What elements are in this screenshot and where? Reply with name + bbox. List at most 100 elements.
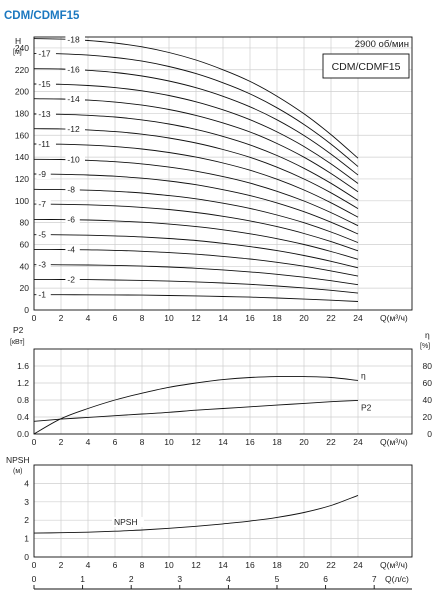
y-tick-label: 4 (24, 478, 29, 488)
stage-label: -10 (67, 155, 80, 165)
head-curve-stage-18 (33, 38, 359, 159)
head-curve-stage-10 (33, 158, 359, 227)
y-axis-unit: (м) (13, 468, 22, 475)
y-tick-label: 0.0 (17, 429, 29, 439)
x2-tick-label: 0 (32, 574, 37, 584)
stage-label-bg (65, 214, 80, 225)
y-tick-label: 2 (24, 515, 29, 525)
y-tick-label: 3 (24, 497, 29, 507)
series-label: NPSH (114, 517, 138, 527)
y-tick-label: 200 (15, 87, 29, 97)
x2-axis-unit: Q(л/с) (385, 574, 409, 584)
x2-tick-label: 4 (226, 574, 231, 584)
x-tick-label: 8 (140, 560, 145, 570)
x-tick-label: 0 (32, 313, 37, 323)
y-tick-label: 0.4 (17, 412, 29, 422)
x-tick-label: 12 (191, 437, 201, 447)
npsh-label-bg (112, 516, 144, 527)
stage-label: -9 (38, 169, 46, 179)
stage-label: -13 (38, 109, 51, 119)
x2-tick-label: 7 (372, 574, 377, 584)
x-tick-label: 16 (245, 313, 255, 323)
stage-label-bg (36, 78, 56, 89)
y-tick-label: 1.6 (17, 361, 29, 371)
head-curve-stage-8 (33, 188, 359, 243)
y-tick-label: 1 (24, 534, 29, 544)
x-tick-label: 2 (59, 437, 64, 447)
x-tick-label: 8 (140, 437, 145, 447)
x-tick-label: 24 (353, 560, 363, 570)
curves (33, 38, 359, 534)
y2-tick-label: 40 (423, 395, 433, 405)
x-tick-label: 18 (272, 313, 282, 323)
y-tick-label: 0.8 (17, 395, 29, 405)
head-curve-stage-3 (33, 264, 359, 286)
x-tick-label: 24 (353, 313, 363, 323)
x-tick-label: 20 (299, 437, 309, 447)
efficiency-curve (33, 376, 359, 435)
y-tick-label: 0 (24, 305, 29, 315)
x-tick-label: 6 (113, 560, 118, 570)
head-curve-stage-9 (33, 173, 359, 235)
gridlines (33, 37, 412, 558)
y-tick-label: 0 (24, 552, 29, 562)
stage-label: -15 (38, 79, 51, 89)
stage-label-bg (36, 259, 51, 270)
x-tick-label: 22 (326, 560, 336, 570)
stage-label: -16 (67, 64, 80, 74)
x-tick-label: 4 (86, 560, 91, 570)
stage-label: -14 (67, 94, 80, 104)
speed-label: 2900 об/мин (355, 39, 409, 50)
plot-frame-power (33, 348, 413, 435)
x2-tick-label: 3 (177, 574, 182, 584)
head-curve-stage-7 (33, 203, 359, 252)
x-tick-label: 0 (32, 560, 37, 570)
stage-label: -1 (38, 290, 46, 300)
head-curve-stage-12 (33, 128, 359, 209)
stage-label: -7 (38, 199, 46, 209)
x-tick-label: 10 (164, 437, 174, 447)
y2-tick-label: 0 (427, 429, 432, 439)
stage-label-bg (65, 64, 85, 75)
chart-frames (33, 36, 413, 590)
stage-label-bg (36, 199, 51, 210)
y-axis-title: P2 (13, 325, 24, 335)
y2-tick-label: 60 (423, 378, 433, 388)
y-tick-label: 160 (15, 130, 29, 140)
stage-label-bg (36, 139, 56, 150)
y-tick-label: 220 (15, 65, 29, 75)
x-tick-label: 12 (191, 313, 201, 323)
stage-label-bg (65, 184, 80, 195)
x-axis-unit: Q(м³/ч) (380, 560, 408, 570)
head-curve-stage-15 (33, 83, 359, 184)
y-axis-title: NPSH (6, 455, 30, 465)
plot-frame-npsh (33, 464, 413, 558)
stage-label: -2 (67, 275, 75, 285)
npsh-curve (33, 494, 359, 534)
stage-label-bg (36, 48, 56, 59)
x-tick-label: 18 (272, 437, 282, 447)
stage-label: -5 (38, 230, 46, 240)
x-tick-label: 16 (245, 560, 255, 570)
y-tick-label: 80 (20, 218, 30, 228)
x-tick-label: 10 (164, 313, 174, 323)
stage-label: -17 (38, 48, 51, 58)
x-tick-label: 12 (191, 560, 201, 570)
head-curve-stage-6 (33, 218, 359, 260)
x-tick-label: 16 (245, 437, 255, 447)
stage-label: -12 (67, 124, 80, 134)
y-tick-label: 60 (20, 239, 30, 249)
y2-axis-title: η (425, 330, 430, 340)
stage-label: -18 (67, 34, 80, 44)
x-tick-label: 20 (299, 560, 309, 570)
x-tick-label: 6 (113, 313, 118, 323)
model-box (322, 53, 410, 79)
stage-label: -8 (67, 185, 75, 195)
x-axis-unit: Q(м³/ч) (380, 437, 408, 447)
series-label: P2 (361, 402, 372, 412)
head-curve-stage-5 (33, 234, 359, 269)
y2-axis-unit: [%] (420, 343, 430, 350)
head-curve-stage-11 (33, 143, 359, 218)
y-tick-label: 240 (15, 43, 29, 53)
